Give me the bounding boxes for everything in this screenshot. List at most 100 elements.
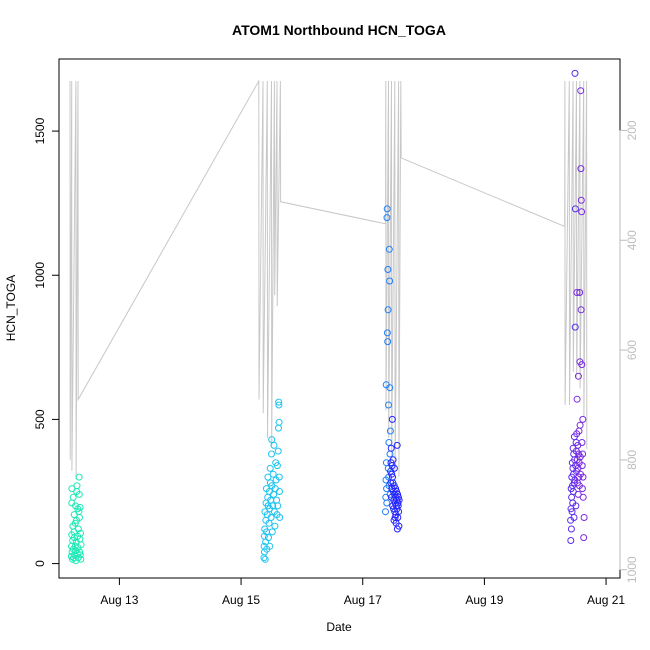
chart-title: ATOM1 Northbound HCN_TOGA [232, 22, 446, 38]
data-point [580, 514, 588, 521]
data-point [382, 493, 390, 501]
data-point [576, 421, 584, 429]
data-point [261, 555, 269, 563]
data-point [386, 427, 394, 435]
data-point [270, 490, 278, 498]
data-point [390, 464, 398, 472]
data-point [576, 289, 584, 296]
data-point [573, 289, 581, 296]
data-point [75, 490, 83, 498]
data-point [568, 493, 576, 501]
data-point [383, 329, 391, 337]
data-point [266, 464, 274, 472]
data-point [579, 493, 587, 501]
data-point [572, 502, 580, 510]
data-point [578, 462, 586, 470]
y-tick-label: 1000 [33, 262, 47, 289]
data-point [274, 502, 282, 510]
data-point [265, 534, 272, 542]
y2-tick-label: 200 [625, 120, 639, 140]
data-point [567, 525, 575, 533]
x-tick-label: Aug 19 [465, 593, 503, 607]
data-points-layer [67, 69, 588, 565]
data-point [579, 450, 587, 458]
data-point [389, 456, 397, 464]
data-point [76, 503, 84, 511]
data-point [395, 496, 403, 504]
data-point [271, 522, 279, 530]
data-point [393, 441, 401, 449]
data-point [573, 395, 581, 403]
y-axis-label: HCN_TOGA [4, 275, 18, 341]
data-point [267, 514, 275, 521]
data-point [384, 266, 392, 273]
x-tick-label: Aug 17 [344, 593, 382, 607]
data-point [395, 508, 403, 516]
data-point [73, 482, 81, 490]
data-point [578, 485, 586, 493]
data-point [579, 473, 587, 481]
data-point [570, 514, 578, 521]
data-point [578, 439, 586, 446]
data-point [275, 473, 283, 481]
data-point [570, 479, 578, 487]
data-point [578, 208, 586, 216]
data-point [77, 529, 84, 537]
data-point [74, 525, 82, 533]
data-point [270, 441, 278, 449]
data-point [76, 514, 83, 521]
y2-tick-label: 400 [625, 230, 639, 250]
data-point [275, 398, 283, 406]
data-point [77, 541, 85, 549]
data-point [577, 196, 585, 204]
y2-tick-label: 800 [625, 450, 639, 470]
data-point [567, 537, 575, 544]
data-point [77, 555, 85, 563]
data-point [275, 418, 283, 426]
data-point [268, 528, 276, 536]
data-point [274, 447, 282, 455]
data-point [580, 534, 588, 542]
data-point [578, 361, 586, 369]
y-tick-label: 1500 [33, 117, 47, 144]
data-point [388, 415, 396, 423]
x-tick-label: Aug 21 [587, 593, 625, 607]
data-point [571, 69, 579, 77]
data-point [76, 548, 84, 556]
data-point [266, 542, 274, 550]
data-point [69, 493, 77, 501]
data-point [383, 214, 391, 222]
secondary-series-line [69, 79, 588, 480]
data-point [75, 473, 83, 481]
data-point [275, 401, 283, 409]
data-point [394, 493, 402, 501]
secondary-series-layer [69, 79, 588, 480]
data-point [395, 522, 403, 530]
data-point [386, 277, 394, 285]
y2-tick-label: 600 [625, 340, 639, 360]
data-point [276, 514, 284, 521]
data-point [273, 496, 281, 504]
data-point [385, 245, 393, 253]
data-point [268, 450, 275, 458]
plot-frame [58, 58, 621, 579]
data-point [388, 470, 396, 478]
data-point [385, 401, 392, 409]
data-point [275, 424, 282, 432]
data-point [577, 306, 585, 314]
data-point [574, 490, 582, 498]
data-point [386, 384, 394, 392]
data-point [577, 165, 585, 173]
data-point [383, 205, 391, 213]
y-tick-label: 0 [33, 560, 47, 567]
y-tick-label: 500 [33, 409, 47, 429]
x-tick-label: Aug 15 [222, 593, 260, 607]
data-point [385, 439, 393, 446]
data-point [276, 488, 283, 495]
axes-layer: Aug 13 Aug 15 Aug 17 Aug 19 Aug 21 0 500 1000 15… [33, 58, 639, 607]
data-point [76, 551, 84, 559]
y2-tick-label: 1000 [625, 556, 639, 583]
data-point [273, 462, 281, 470]
data-point [571, 205, 579, 213]
